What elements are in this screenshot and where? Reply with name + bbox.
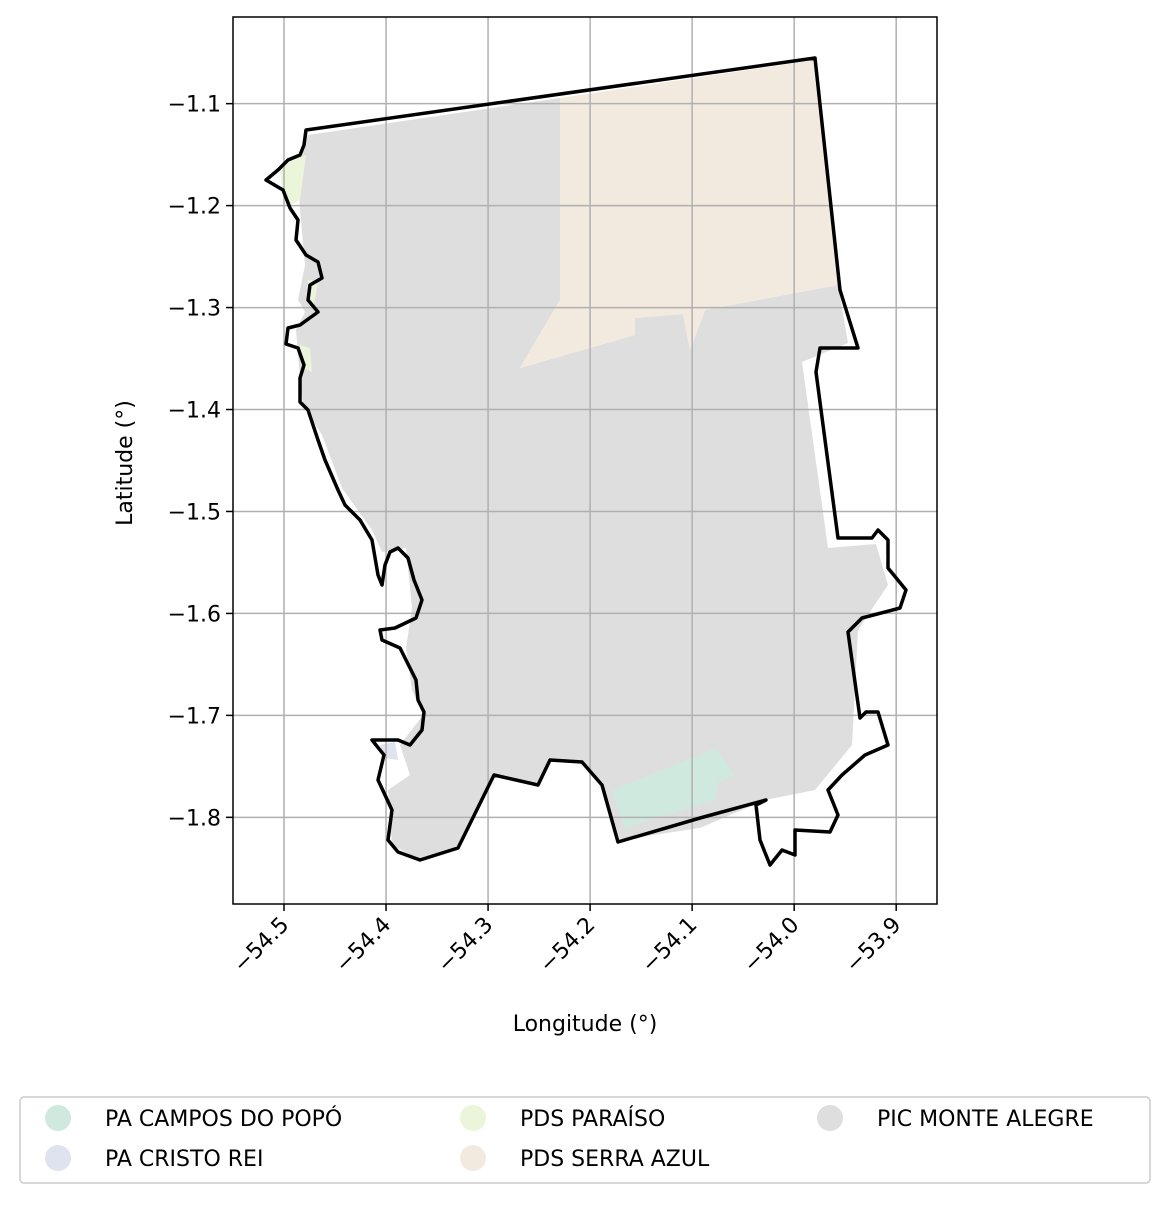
municipality-boundary: [264, 56, 908, 867]
x-tick-label-2: −54.3: [433, 913, 498, 978]
legend-label-1: PA CRISTO REI: [105, 1147, 263, 1172]
legend-marker-0: [45, 1105, 71, 1131]
y-tick-label-0: −1.1: [168, 93, 221, 118]
legend-label-4: PIC MONTE ALEGRE: [877, 1107, 1094, 1132]
polygon-pds-serra-azul: [520, 60, 838, 368]
legend-marker-1: [45, 1145, 71, 1171]
polygon-pic-monte-alegre: [296, 98, 888, 860]
legend-label-0: PA CAMPOS DO POPÓ: [105, 1106, 342, 1132]
y-tick-label-5: −1.6: [168, 602, 221, 627]
x-tick-label-4: −54.1: [637, 913, 702, 978]
legend-items: PA CAMPOS DO POPÓ PA CRISTO REI PDS PARAÍS…: [45, 1105, 1094, 1172]
plot-frame: [232, 16, 938, 905]
x-tick-label-5: −54.0: [739, 913, 804, 978]
x-axis-label: Longitude (°): [513, 1012, 658, 1037]
legend: PA CAMPOS DO POPÓ PA CRISTO REI PDS PARAÍS…: [19, 1096, 1151, 1184]
y-tick-label-6: −1.7: [168, 704, 221, 729]
polygon-pa-campos-do-popo: [612, 748, 735, 828]
x-tick-label-6: −53.9: [841, 913, 906, 978]
y-axis-label: Latitude (°): [113, 400, 138, 526]
x-tick-label-0: −54.5: [229, 913, 294, 978]
legend-box: [19, 1096, 1151, 1184]
y-tick-label-4: −1.5: [168, 500, 221, 525]
legend-marker-3: [460, 1145, 486, 1171]
legend-marker-4: [817, 1105, 843, 1131]
settlement-polygons: [280, 60, 888, 860]
y-tick-label-1: −1.2: [168, 195, 221, 220]
y-tick-label-7: −1.8: [168, 806, 221, 831]
legend-label-2: PDS PARAÍSO: [520, 1106, 665, 1132]
polygon-pds-paraiso-1: [280, 155, 306, 205]
x-tick-label-1: −54.4: [331, 913, 396, 978]
y-tick-label-2: −1.3: [168, 297, 221, 322]
y-axis-ticks: −1.1 −1.2 −1.3 −1.4 −1.5 −1.6 −1.7 −1.8: [168, 93, 233, 831]
x-axis-ticks: −54.5 −54.4 −54.3 −54.2 −54.1 −54.0 −53.9: [229, 904, 906, 978]
x-tick-label-3: −54.2: [535, 913, 600, 978]
legend-marker-2: [460, 1105, 486, 1131]
y-tick-label-3: −1.4: [168, 399, 221, 424]
legend-label-3: PDS SERRA AZUL: [520, 1147, 710, 1172]
